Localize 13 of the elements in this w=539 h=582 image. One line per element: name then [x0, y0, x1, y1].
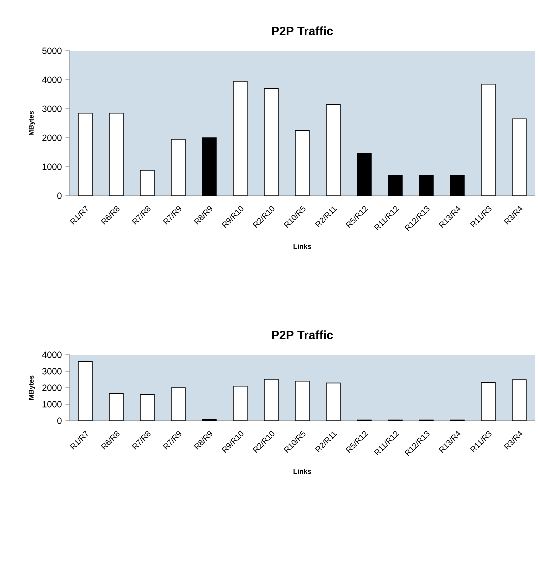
- chart-title: P2P Traffic: [272, 330, 334, 340]
- y-tick-label: 2000: [42, 134, 62, 142]
- y-tick-label: 2000: [42, 384, 62, 392]
- y-tick-label: 4000: [42, 352, 62, 358]
- y-tick-label: 0: [58, 192, 62, 200]
- chart-title: P2P Traffic: [272, 26, 334, 36]
- y-tick-label: 5000: [42, 48, 62, 54]
- y-tick-label: 4000: [42, 76, 62, 84]
- y-tick-label: 1000: [42, 401, 62, 408]
- y-tick-label: 3000: [42, 368, 62, 375]
- y-tick-label: 3000: [42, 106, 62, 112]
- y-tick-label: 1000: [42, 164, 62, 170]
- y-tick-label: 0: [58, 418, 62, 424]
